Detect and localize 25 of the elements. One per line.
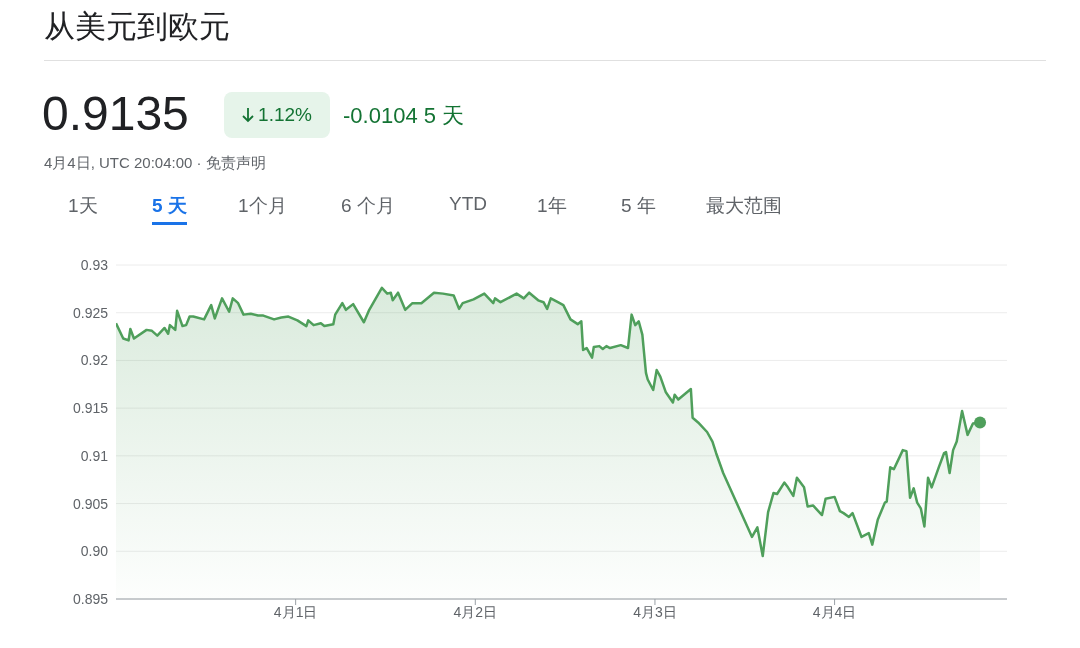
text: 0.9135	[42, 86, 189, 141]
text: -0.0104 5 天	[343, 102, 465, 130]
text: 5 年	[621, 194, 656, 218]
x-tick-label: 4月4日	[812, 603, 857, 620]
y-tick-label: 0.915	[72, 400, 109, 417]
text: 5 天	[152, 193, 187, 225]
text: 1天	[68, 194, 98, 218]
y-tick-label: 0.93	[80, 256, 109, 273]
y-tick-label: 0.925	[72, 304, 109, 321]
y-tick-label: 0.90	[80, 543, 109, 560]
x-tick-label: 4月1日	[273, 603, 318, 620]
y-tick-label: 0.905	[72, 495, 109, 512]
text: 1.12%	[258, 104, 312, 126]
x-tick-label: 4月3日	[633, 603, 677, 620]
text: 1年	[537, 194, 567, 218]
chart-title: 从美元到欧元	[44, 8, 230, 46]
text: 4月4日, UTC 20:04:00 · 免责声明	[44, 154, 266, 173]
x-tick-label: 4月2日	[453, 603, 498, 620]
y-tick-label: 0.91	[80, 447, 109, 464]
y-tick-label: 0.92	[80, 352, 109, 369]
y-tick-label: 0.895	[72, 590, 109, 607]
text: YTD	[449, 193, 487, 216]
text: 最大范围	[706, 194, 782, 218]
text: 6 个月	[341, 194, 395, 218]
text: 1个月	[238, 194, 287, 218]
